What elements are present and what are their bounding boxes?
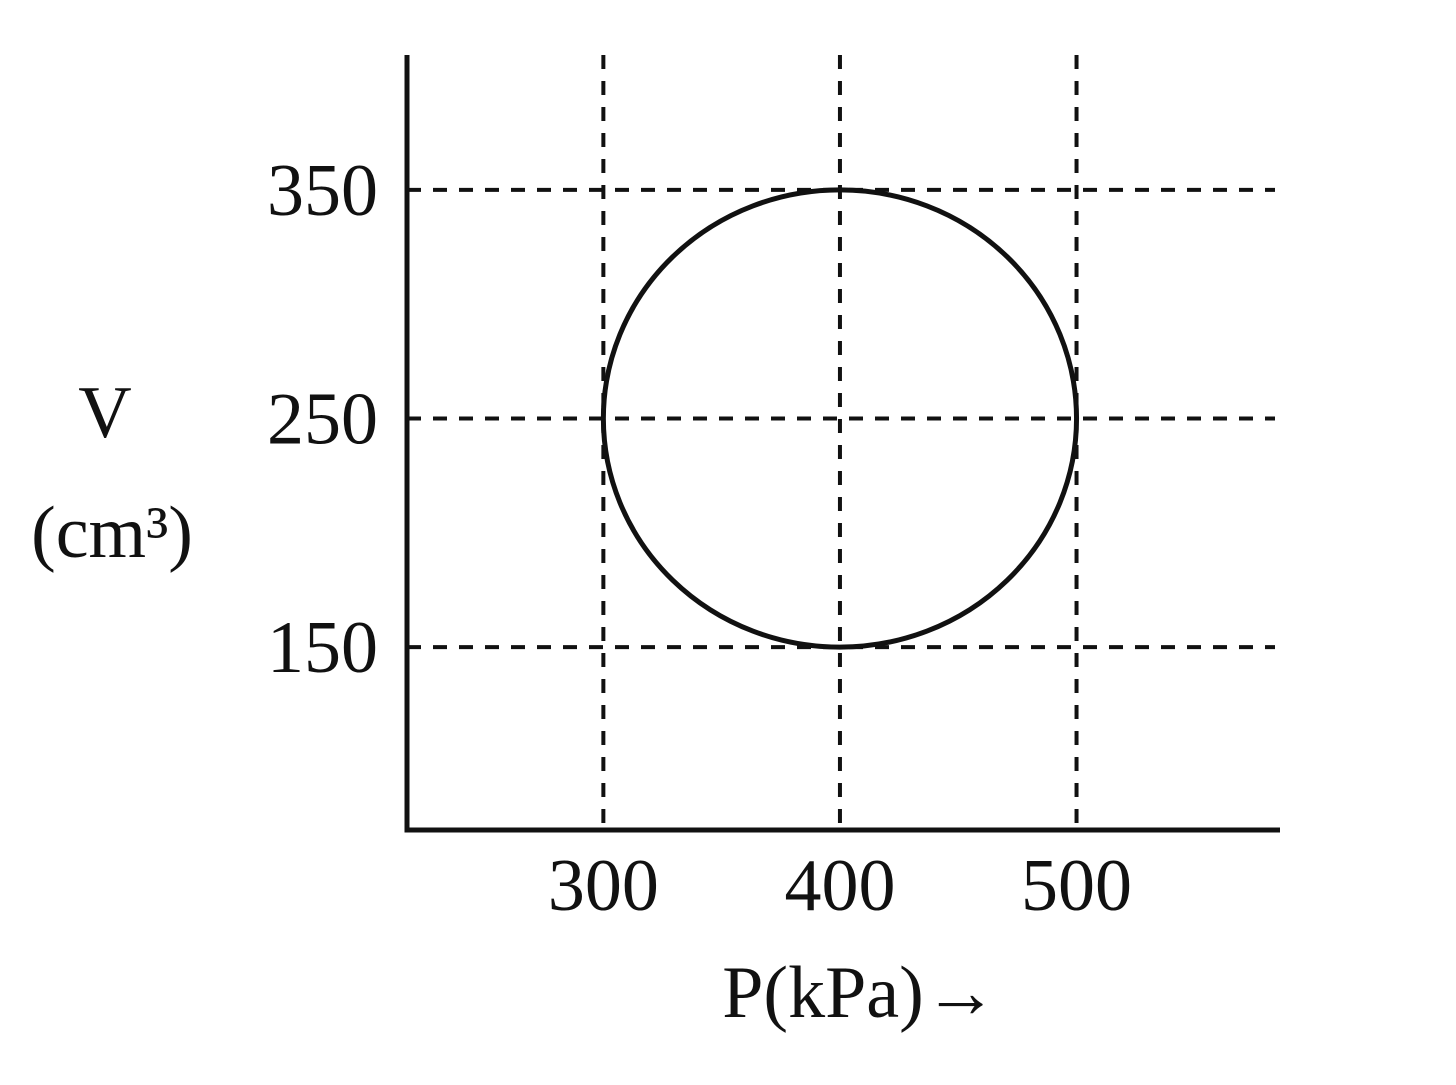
x-tick-label: 500 bbox=[1021, 845, 1132, 927]
y-axis-unit: (cm³) bbox=[31, 492, 193, 574]
x-tick-label: 300 bbox=[548, 845, 659, 927]
y-tick-label: 250 bbox=[267, 378, 378, 460]
y-axis-label: V bbox=[78, 372, 131, 454]
x-axis-label: P(kPa)→ bbox=[722, 952, 997, 1034]
x-tick-label: 400 bbox=[784, 845, 895, 927]
cycle-curve bbox=[600, 187, 1080, 650]
y-tick-label: 150 bbox=[267, 607, 378, 689]
y-tick-label: 350 bbox=[267, 150, 378, 232]
